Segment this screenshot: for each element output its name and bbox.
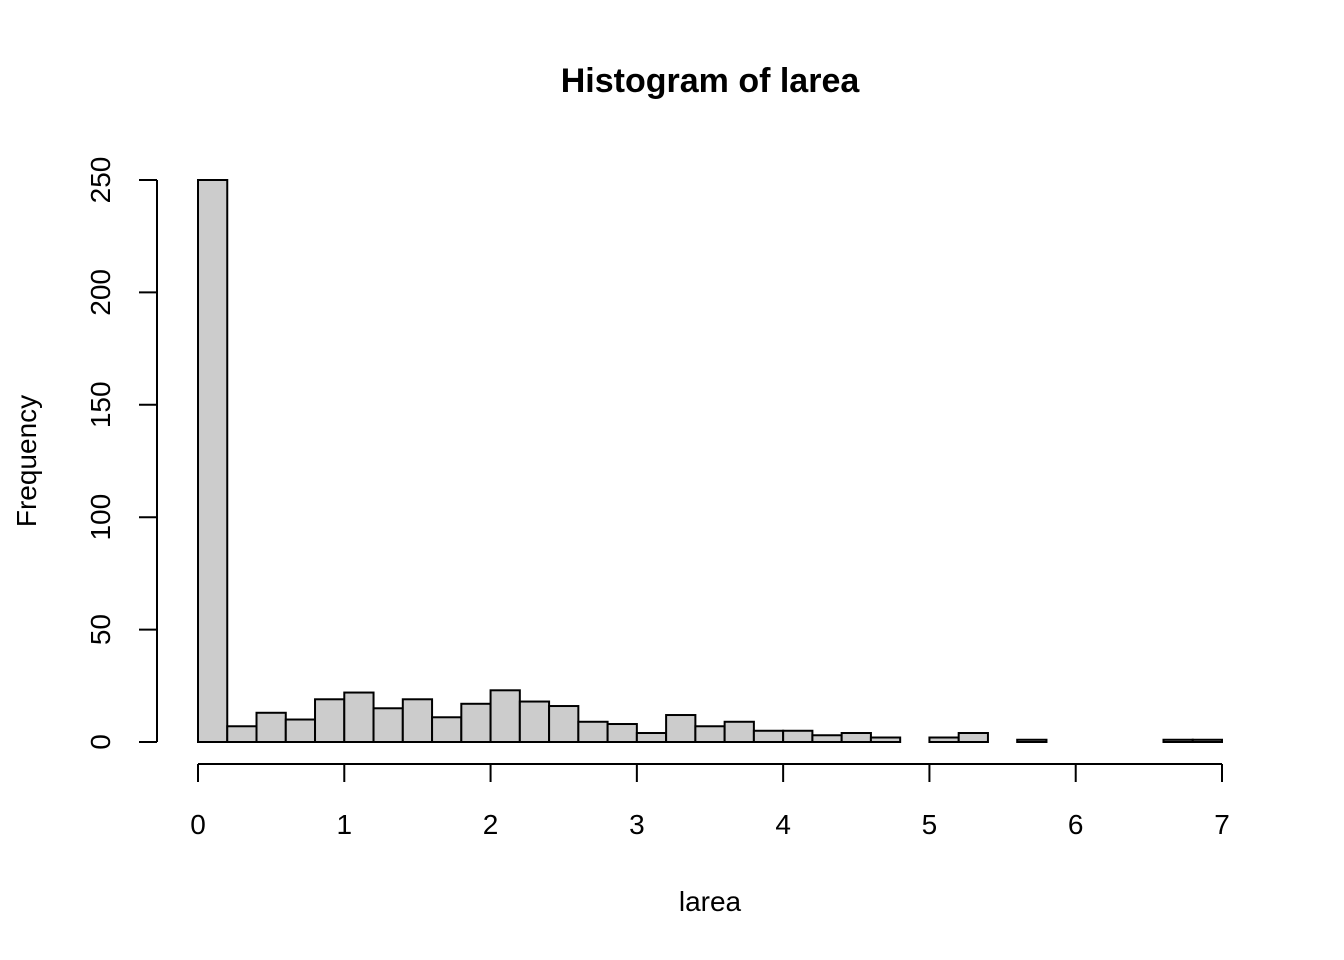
histogram-bar xyxy=(723,720,755,744)
histogram-bar xyxy=(460,702,492,743)
x-tick-label: 2 xyxy=(483,809,499,840)
histogram-bar xyxy=(811,734,843,743)
histogram-bar xyxy=(401,698,434,744)
x-axis-label: larea xyxy=(679,886,742,917)
histogram-bar xyxy=(606,723,638,743)
histogram-bar xyxy=(840,732,872,743)
histogram-bar xyxy=(1191,738,1223,744)
y-tick-label: 0 xyxy=(85,734,116,750)
y-axis-label: Frequency xyxy=(11,395,42,527)
x-tick-label: 1 xyxy=(336,809,352,840)
histogram-bar xyxy=(1162,738,1194,744)
y-tick-label: 50 xyxy=(85,614,116,645)
histogram-bar xyxy=(957,732,989,743)
histogram-bar xyxy=(782,729,814,744)
histogram-bar xyxy=(343,691,375,744)
histogram-bar xyxy=(928,736,960,744)
histogram-bar xyxy=(372,707,404,744)
histogram-bar xyxy=(694,725,726,743)
x-tick-label: 6 xyxy=(1068,809,1084,840)
histogram-bar xyxy=(197,179,229,743)
histogram-bar xyxy=(226,725,258,743)
histogram-bar xyxy=(431,716,463,743)
histogram-bar xyxy=(489,689,521,744)
histogram-bar xyxy=(869,736,902,744)
x-tick-label: 4 xyxy=(775,809,791,840)
x-tick-label: 7 xyxy=(1214,809,1230,840)
histogram-bar xyxy=(577,720,609,744)
histogram-bar xyxy=(752,729,785,744)
chart-title: Histogram of larea xyxy=(561,62,861,100)
histogram-bar xyxy=(314,698,346,744)
histogram-bar xyxy=(548,705,580,743)
x-tick-label: 5 xyxy=(922,809,938,840)
x-axis: 0 1 2 3 4 5 6 7 xyxy=(190,763,1230,840)
histogram-bar xyxy=(1016,738,1048,744)
y-tick-label: 150 xyxy=(85,381,116,428)
histogram-bar xyxy=(255,711,287,744)
y-tick-label: 250 xyxy=(85,157,116,204)
y-tick-label: 200 xyxy=(85,269,116,316)
histogram-bar xyxy=(284,718,317,744)
histogram-bars xyxy=(197,179,1223,744)
y-tick-label: 100 xyxy=(85,494,116,541)
histogram-bar xyxy=(518,700,551,744)
x-tick-label: 3 xyxy=(629,809,645,840)
y-axis: 0 50 100 150 200 250 xyxy=(85,157,158,750)
x-tick-label: 0 xyxy=(190,809,206,840)
histogram-bar xyxy=(665,714,697,743)
histogram-bar xyxy=(635,732,668,743)
